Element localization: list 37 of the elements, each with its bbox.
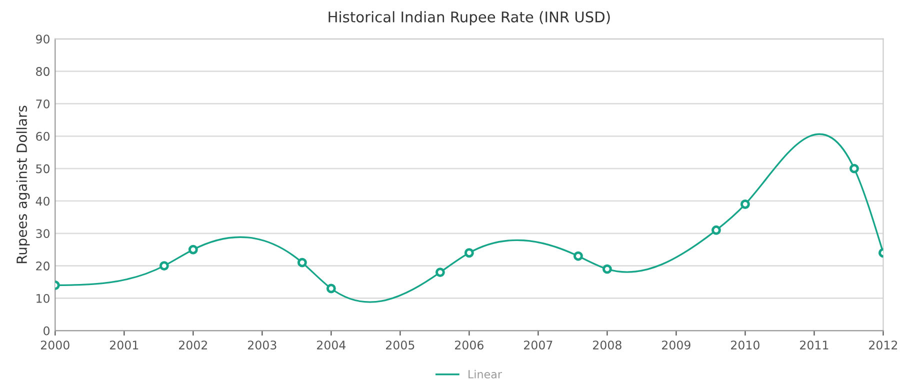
x-tick-label: 2000 (40, 340, 70, 350)
point (850, 164, 859, 174)
point (326, 284, 336, 294)
x-tick-label: 2012 (869, 340, 898, 350)
x-tick-label: 2011 (800, 340, 828, 350)
y-tick-label: 30 (36, 229, 50, 238)
point (435, 268, 445, 278)
y-tick-label: 0 (44, 326, 50, 336)
y-tick-label: 40 (36, 196, 50, 206)
x-tick-label: 2003 (248, 340, 276, 350)
x-tick-label: 2002 (178, 340, 207, 350)
point (159, 261, 169, 271)
x-tick-label: 2010 (731, 340, 760, 350)
point (711, 225, 721, 235)
legend-label: Linear (468, 370, 502, 378)
x-tick-label: 2004 (317, 340, 346, 350)
chart-title: Historical Indian Rupee Rate (INR USD) (328, 11, 610, 26)
point (602, 264, 612, 274)
y-tick-label: 90 (36, 34, 50, 44)
x-tick-label: 2001 (110, 340, 138, 350)
point (464, 248, 474, 258)
x-tick-label: 2009 (662, 340, 690, 350)
x-tick-label: 2007 (524, 340, 552, 350)
x-tick-label: 2006 (455, 340, 484, 350)
point (740, 200, 750, 209)
point (573, 251, 583, 261)
x-tick-label: 2008 (593, 340, 622, 350)
y-tick-label: 60 (36, 132, 50, 141)
y-axis-title: Rupees against Dollars (16, 106, 30, 264)
y-tick-label: 10 (36, 294, 50, 303)
y-tick-label: 50 (36, 164, 50, 174)
y-tick-label: 20 (36, 262, 50, 270)
x-tick-label: 2005 (386, 340, 414, 350)
y-tick-label: 80 (36, 67, 50, 76)
point (297, 258, 307, 268)
point (188, 244, 198, 254)
y-tick-label: 70 (36, 99, 50, 108)
